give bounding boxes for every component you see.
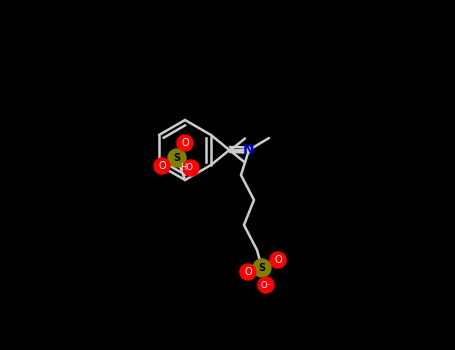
- Circle shape: [183, 160, 199, 176]
- Text: O: O: [274, 255, 282, 265]
- Text: O: O: [158, 161, 166, 171]
- Text: O⁻: O⁻: [260, 280, 272, 289]
- Circle shape: [168, 149, 186, 167]
- Circle shape: [240, 264, 256, 280]
- Circle shape: [154, 158, 170, 174]
- Text: HO: HO: [181, 163, 193, 173]
- Text: S: S: [258, 263, 266, 273]
- Circle shape: [258, 277, 274, 293]
- Text: O: O: [244, 267, 252, 277]
- Circle shape: [270, 252, 286, 268]
- Circle shape: [253, 259, 271, 277]
- Text: S: S: [173, 153, 181, 163]
- Text: O: O: [181, 138, 189, 148]
- Circle shape: [177, 135, 193, 151]
- Text: N: N: [243, 143, 255, 157]
